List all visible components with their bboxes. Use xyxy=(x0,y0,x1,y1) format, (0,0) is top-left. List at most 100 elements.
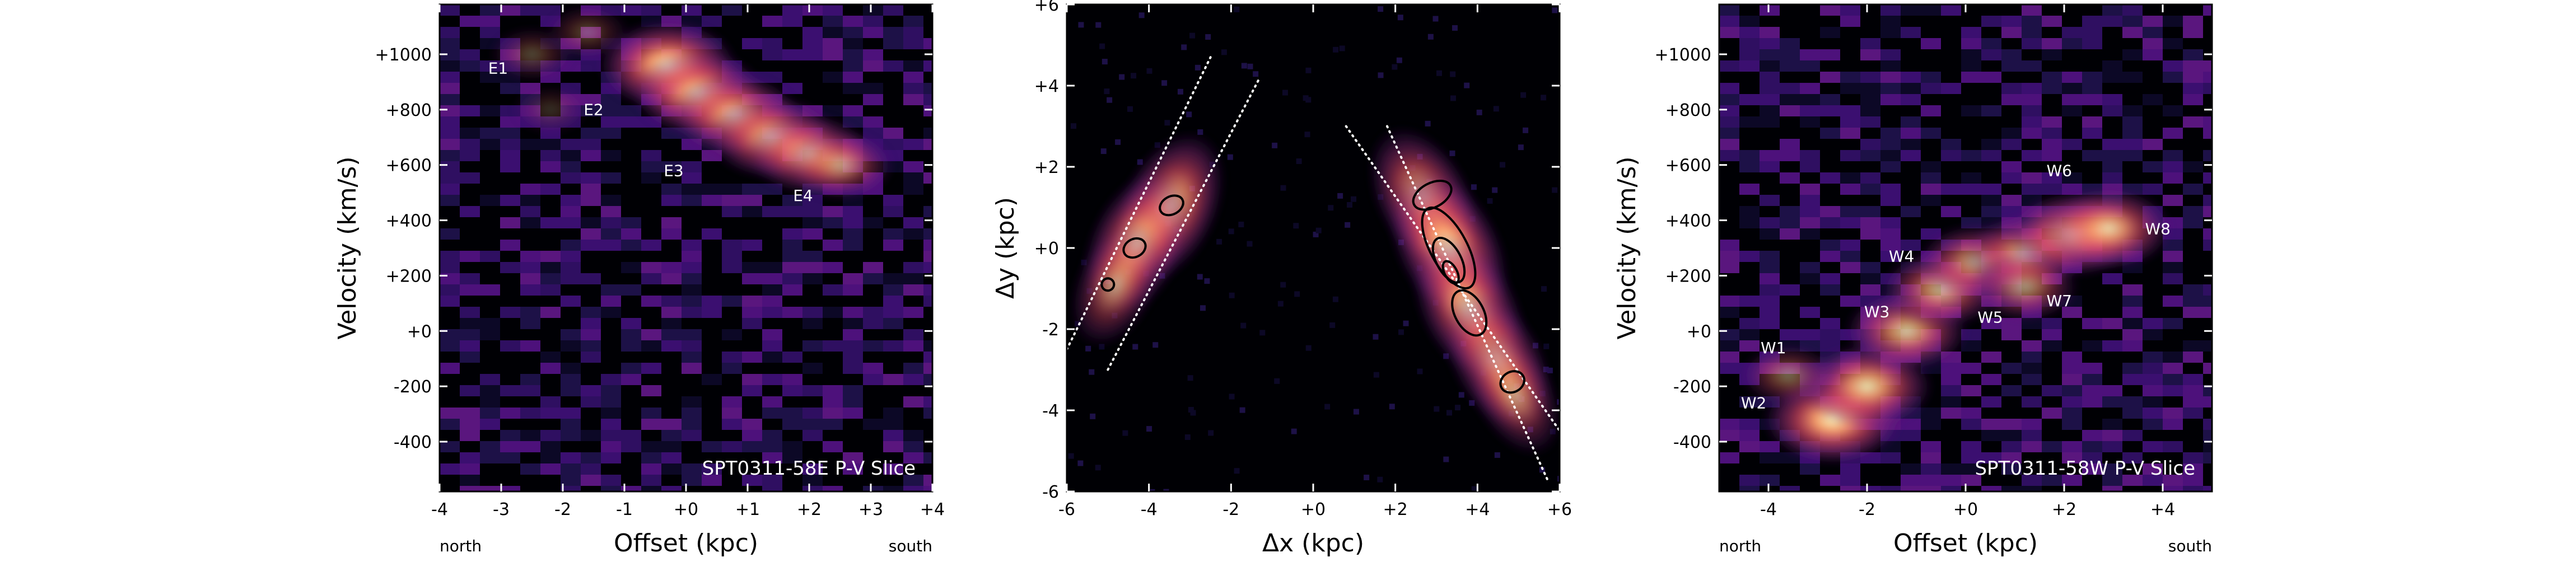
noise-pixel xyxy=(823,38,843,49)
noise-pixel xyxy=(843,452,863,463)
noise-pixel xyxy=(1102,59,1108,65)
noise-pixel xyxy=(1780,329,1800,340)
noise-pixel xyxy=(1941,184,1961,195)
noise-pixel xyxy=(2122,296,2143,307)
noise-pixel xyxy=(1860,116,1880,128)
noise-pixel xyxy=(661,184,682,195)
noise-pixel xyxy=(1739,430,1760,441)
noise-pixel xyxy=(641,475,661,486)
noise-pixel xyxy=(742,296,762,307)
noise-pixel xyxy=(641,4,661,16)
noise-pixel xyxy=(1921,105,1941,116)
noise-pixel xyxy=(2163,408,2183,419)
noise-pixel xyxy=(1760,49,1780,60)
noise-pixel xyxy=(540,284,561,296)
noise-pixel xyxy=(1901,206,1921,217)
noise-pixel xyxy=(1070,123,1076,129)
noise-pixel xyxy=(2042,408,2062,419)
noise-pixel xyxy=(2183,49,2203,60)
noise-pixel xyxy=(2062,38,2082,49)
emission-blob xyxy=(1466,331,1560,457)
noise-pixel xyxy=(682,161,702,172)
noise-pixel xyxy=(1820,72,1840,83)
noise-pixel xyxy=(1820,475,1840,486)
noise-pixel xyxy=(823,408,843,419)
noise-pixel xyxy=(581,60,601,72)
noise-pixel xyxy=(1961,49,1981,60)
noise-pixel xyxy=(2042,38,2062,49)
noise-pixel xyxy=(661,486,682,491)
noise-pixel xyxy=(843,408,863,419)
noise-pixel xyxy=(2082,340,2102,352)
noise-pixel xyxy=(540,251,561,262)
noise-pixel xyxy=(863,60,883,72)
noise-pixel xyxy=(2143,408,2163,419)
noise-pixel xyxy=(923,452,932,463)
noise-pixel xyxy=(1282,90,1288,96)
noise-pixel xyxy=(1921,38,1941,49)
noise-pixel xyxy=(520,4,540,16)
noise-pixel xyxy=(500,139,520,150)
noise-pixel xyxy=(561,206,581,217)
noise-pixel xyxy=(2122,363,2143,374)
noise-pixel xyxy=(1541,286,1547,292)
noise-pixel xyxy=(682,4,702,16)
noise-pixel xyxy=(601,240,621,251)
noise-pixel xyxy=(843,240,863,251)
noise-pixel xyxy=(601,128,621,139)
noise-pixel xyxy=(2203,228,2212,240)
noise-pixel xyxy=(1880,128,1901,139)
noise-pixel xyxy=(621,284,641,296)
noise-pixel xyxy=(1161,80,1168,86)
noise-pixel xyxy=(863,486,883,491)
noise-pixel xyxy=(2022,352,2042,363)
noise-pixel xyxy=(823,441,843,452)
noise-pixel xyxy=(782,284,802,296)
noise-pixel xyxy=(1432,16,1439,22)
noise-pixel xyxy=(1840,116,1860,128)
noise-pixel xyxy=(2122,475,2143,486)
noise-pixel xyxy=(682,273,702,284)
noise-pixel xyxy=(2143,161,2163,172)
y-tick-label: -4 xyxy=(1042,401,1059,421)
noise-pixel xyxy=(802,38,823,49)
noise-pixel xyxy=(601,195,621,206)
noise-pixel xyxy=(883,228,903,240)
noise-pixel xyxy=(2022,430,2042,441)
noise-pixel xyxy=(1840,16,1860,27)
noise-pixel xyxy=(762,284,782,296)
noise-pixel xyxy=(682,296,702,307)
noise-pixel xyxy=(1378,6,1384,12)
noise-pixel xyxy=(1187,375,1193,381)
noise-pixel xyxy=(2203,128,2212,139)
noise-pixel xyxy=(742,374,762,385)
noise-pixel xyxy=(1840,206,1860,217)
noise-pixel xyxy=(1127,106,1133,112)
noise-pixel xyxy=(440,94,460,105)
component-label: W8 xyxy=(2145,219,2171,238)
noise-pixel xyxy=(1921,408,1941,419)
noise-pixel xyxy=(1901,94,1921,105)
noise-pixel xyxy=(480,72,500,83)
noise-pixel xyxy=(903,307,923,318)
noise-pixel xyxy=(2203,486,2212,491)
noise-pixel xyxy=(863,116,883,128)
noise-pixel xyxy=(1719,296,1739,307)
noise-pixel xyxy=(581,240,601,251)
noise-pixel xyxy=(802,217,823,228)
noise-pixel xyxy=(1760,262,1780,273)
noise-pixel xyxy=(2082,16,2102,27)
noise-pixel xyxy=(2062,396,2082,408)
noise-pixel xyxy=(1259,330,1266,336)
noise-pixel xyxy=(581,352,601,363)
noise-pixel xyxy=(742,441,762,452)
noise-pixel xyxy=(440,139,460,150)
noise-pixel xyxy=(722,329,742,340)
noise-pixel xyxy=(1228,228,1234,235)
x-tick-label: -6 xyxy=(1058,500,1075,519)
noise-pixel xyxy=(863,49,883,60)
noise-pixel xyxy=(641,452,661,463)
noise-pixel xyxy=(903,139,923,150)
noise-pixel xyxy=(460,49,480,60)
noise-pixel xyxy=(1184,434,1191,440)
